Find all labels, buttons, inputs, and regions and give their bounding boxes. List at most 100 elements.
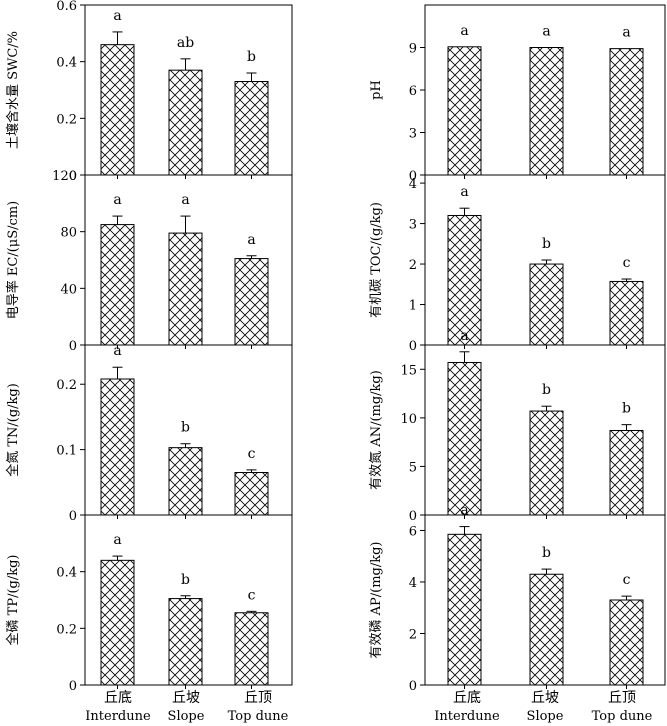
x-label-en-left-0: Interdune	[85, 709, 151, 724]
x-label-en-right-0: Interdune	[434, 709, 500, 724]
significance-letter: a	[113, 343, 121, 359]
significance-letter: c	[623, 255, 631, 271]
y-axis-title: 电导率 EC/(μS/cm)	[5, 201, 21, 319]
x-label-cn-left-0: 丘底	[104, 690, 132, 706]
y-tick-label: 4	[409, 576, 417, 591]
y-tick-label: 0	[69, 509, 77, 524]
significance-letter: a	[542, 24, 550, 40]
y-axis-title: pH	[369, 80, 384, 100]
y-tick-label: 1	[409, 299, 417, 314]
y-tick-label: 0	[69, 339, 77, 354]
y-tick-label: 0.4	[56, 56, 77, 71]
y-tick-label: 3	[409, 218, 417, 233]
bar	[447, 533, 482, 686]
y-tick-label: 4	[409, 177, 417, 192]
y-tick-label: 0.2	[56, 622, 77, 637]
y-tick-label: 40	[60, 282, 77, 297]
x-label-cn-right-0: 丘底	[453, 690, 481, 706]
y-tick-label: 0	[409, 509, 417, 524]
bar	[609, 280, 644, 346]
bar	[168, 598, 203, 686]
x-label-cn-right-2: 丘顶	[608, 690, 636, 706]
y-tick-label: 3	[409, 127, 417, 142]
significance-letter: a	[181, 192, 189, 208]
panel-6: 0 5 10 15 有效氮 AN/(mg/kg) a b b	[369, 328, 666, 524]
y-tick-label: 0.1	[56, 444, 77, 459]
bar	[529, 263, 564, 346]
bar	[100, 559, 135, 686]
x-label-cn-left-2: 丘顶	[244, 690, 272, 706]
y-tick-label: 0	[409, 679, 417, 694]
panel-5: 0 0.1 0.2 全氮 TN/(g/kg) a b c	[5, 343, 293, 524]
bar	[447, 361, 482, 516]
panel-7: 0 0.2 0.4 全磷 TP/(g/kg) a b c	[5, 514, 293, 694]
bar	[100, 44, 135, 176]
x-label-cn-right-1: 丘坡	[531, 690, 559, 706]
y-axis-title: 土壤含水量 SWC/%	[5, 31, 21, 149]
y-tick-label: 5	[409, 460, 417, 475]
bar	[100, 378, 135, 516]
significance-letter: a	[113, 532, 121, 548]
bar	[168, 447, 203, 516]
bar	[168, 232, 203, 346]
panel-3: 0 40 80 120 电导率 EC/(μS/cm) a a a	[5, 169, 293, 354]
significance-letter: a	[460, 503, 468, 519]
bar	[609, 48, 644, 176]
bar	[234, 472, 269, 516]
panel-4: 0 1 2 3 4 有机碳 TOC/(g/kg) a b c	[369, 174, 666, 354]
bar	[168, 69, 203, 176]
significance-letter: a	[460, 23, 468, 39]
x-label-en-left-1: Slope	[168, 709, 205, 724]
y-tick-label: 0.4	[56, 566, 77, 581]
significance-letter: b	[542, 236, 551, 252]
bar	[234, 81, 269, 176]
significance-letter: b	[181, 572, 190, 588]
x-label-cn-left-1: 丘坡	[172, 690, 200, 706]
y-axis-title: 全磷 TP/(g/kg)	[5, 555, 21, 646]
y-tick-label: 0	[409, 339, 417, 354]
y-axis-title: 有机碳 TOC/(g/kg)	[369, 202, 384, 318]
bar	[234, 258, 269, 346]
panel-1: 0 0.2 0.4 0.6 土壤含水量 SWC/% a ab b	[5, 0, 293, 184]
y-tick-label: 0	[69, 169, 77, 184]
bar	[529, 573, 564, 686]
bar	[529, 410, 564, 516]
y-tick-label: 0.2	[56, 112, 77, 127]
y-tick-label: 9	[409, 42, 417, 57]
y-tick-label: 0.2	[56, 378, 77, 393]
bar	[609, 599, 644, 686]
bar	[609, 429, 644, 516]
y-tick-label: 15	[400, 363, 417, 378]
significance-letter: b	[542, 382, 551, 398]
y-tick-label: 0.6	[56, 0, 77, 14]
significance-letter: b	[542, 545, 551, 561]
significance-letter: c	[623, 572, 631, 588]
y-tick-label: 0	[409, 169, 417, 184]
bar	[529, 47, 564, 176]
bar	[100, 224, 135, 346]
significance-letter: a	[113, 8, 121, 24]
panel-2: 0 3 6 9 pH a a a	[369, 4, 666, 184]
y-tick-label: 80	[60, 226, 77, 241]
y-tick-label: 6	[409, 84, 417, 99]
significance-letter: c	[248, 587, 256, 603]
significance-letter: ab	[177, 35, 194, 51]
y-axis-title: 全氮 TN/(g/kg)	[5, 383, 21, 477]
bar	[447, 214, 482, 346]
significance-letter: a	[460, 328, 468, 344]
bar	[234, 612, 269, 686]
y-tick-label: 120	[52, 169, 77, 184]
significance-letter: b	[181, 420, 190, 436]
significance-letter: a	[460, 184, 468, 200]
x-label-en-right-2: Top dune	[592, 709, 653, 724]
y-tick-label: 6	[409, 524, 417, 539]
significance-letter: a	[622, 25, 630, 41]
y-tick-label: 10	[400, 412, 417, 427]
y-tick-label: 2	[409, 258, 417, 273]
x-label-en-right-1: Slope	[527, 709, 564, 724]
y-tick-label: 0	[69, 679, 77, 694]
x-label-en-left-2: Top dune	[228, 709, 289, 724]
significance-letter: b	[622, 401, 631, 417]
